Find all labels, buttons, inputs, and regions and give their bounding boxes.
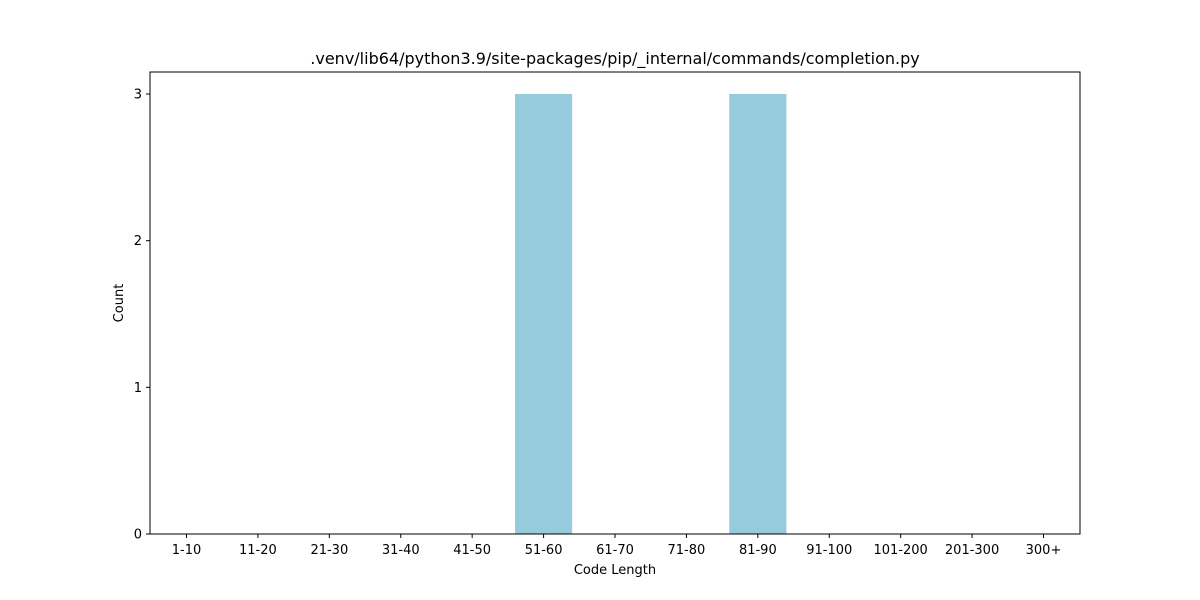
y-ticks-group: 0 1 2 3 <box>134 88 150 543</box>
x-tick-label: 71-80 <box>668 543 706 558</box>
y-tick-label: 3 <box>134 88 142 103</box>
chart-title: .venv/lib64/python3.9/site-packages/pip/… <box>310 49 919 69</box>
y-tick-label: 0 <box>134 528 142 543</box>
bar-51-60 <box>515 94 573 534</box>
x-tick-label: 91-100 <box>806 543 852 558</box>
x-tick-label: 21-30 <box>310 543 348 558</box>
bars-group <box>515 94 787 534</box>
x-axis-label: Code Length <box>574 563 656 578</box>
x-tick-label: 31-40 <box>382 543 420 558</box>
bar-81-90 <box>729 94 787 534</box>
x-ticks-group: 1-10 11-20 21-30 31-40 41-50 51-60 61-70 71-80 8… <box>172 534 1062 558</box>
y-tick-label: 2 <box>134 234 142 249</box>
x-tick-label: 61-70 <box>596 543 634 558</box>
y-tick-label: 1 <box>134 381 142 396</box>
plot-frame <box>149 71 1081 535</box>
x-tick-label: 300+ <box>1026 543 1062 558</box>
x-tick-label: 81-90 <box>739 543 777 558</box>
x-tick-label: 201-300 <box>945 543 999 558</box>
x-tick-label: 51-60 <box>525 543 563 558</box>
y-axis-label: Count <box>112 284 127 323</box>
x-tick-label: 41-50 <box>453 543 491 558</box>
x-tick-label: 11-20 <box>239 543 277 558</box>
x-tick-label: 1-10 <box>172 543 202 558</box>
x-tick-label: 101-200 <box>874 543 928 558</box>
